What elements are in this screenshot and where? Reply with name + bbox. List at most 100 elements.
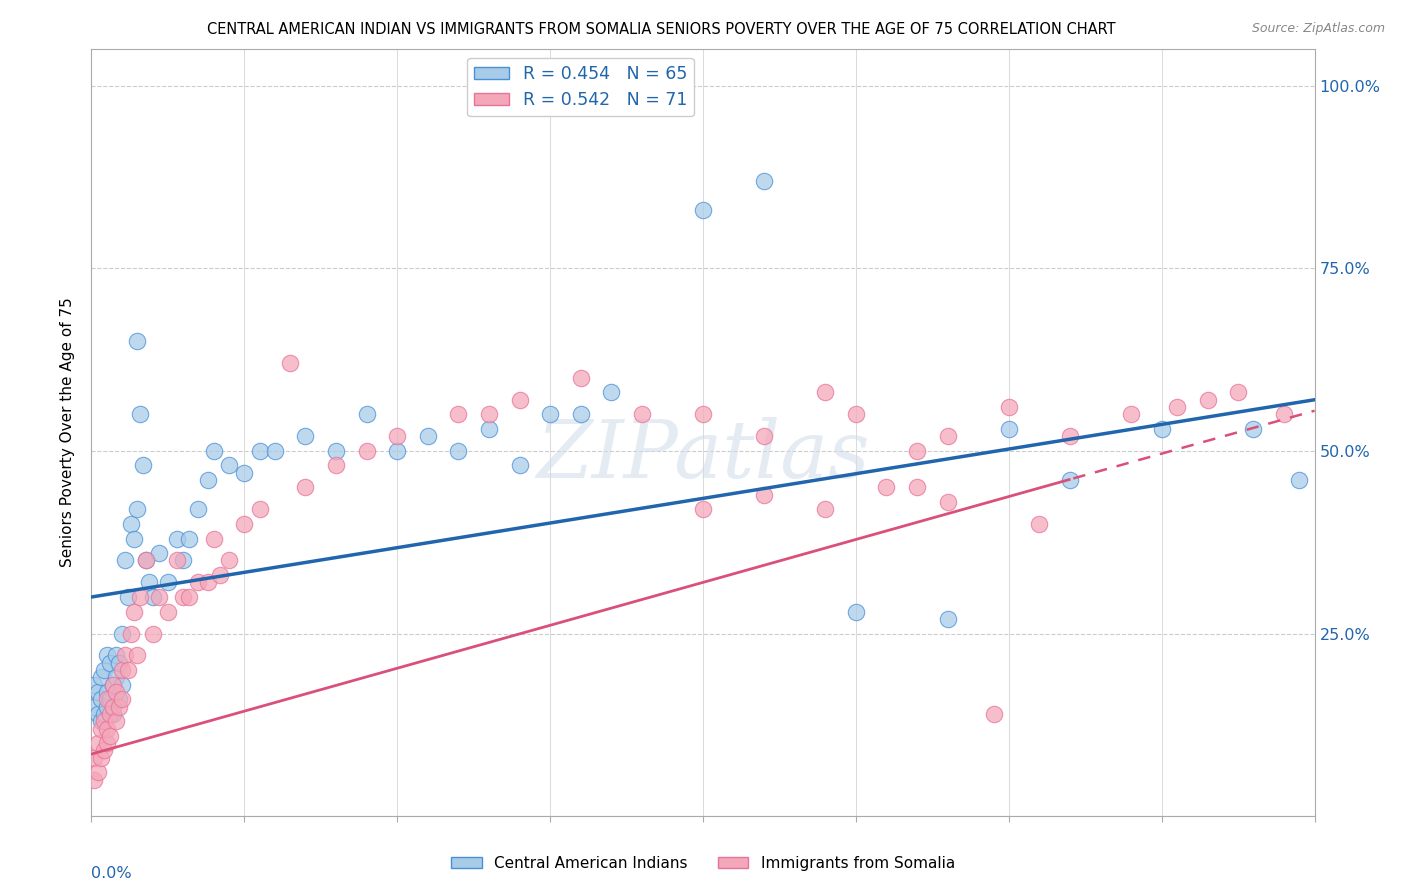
Point [98, 706, 121, 721]
Point [108, 656, 131, 670]
Point [356, 443, 378, 458]
Point [93, 714, 115, 729]
Point [120, 626, 142, 640]
Point [93, 706, 115, 721]
Point [692, 408, 714, 422]
Point [905, 443, 928, 458]
Point [114, 648, 136, 663]
Point [692, 202, 714, 217]
Point [117, 590, 139, 604]
Point [90, 670, 112, 684]
Point [631, 408, 654, 422]
Point [208, 568, 231, 582]
Point [385, 429, 409, 443]
Point [122, 532, 145, 546]
Point [197, 575, 219, 590]
Point [179, 590, 201, 604]
Point [249, 443, 271, 458]
Point [1059, 429, 1081, 443]
Point [122, 605, 145, 619]
Point [187, 502, 209, 516]
Point [141, 590, 163, 604]
Point [108, 699, 131, 714]
Point [108, 692, 131, 706]
Point [875, 480, 898, 494]
Point [416, 429, 439, 443]
Point [96, 736, 118, 750]
Point [1197, 392, 1219, 407]
Point [90, 750, 112, 764]
Point [90, 692, 112, 706]
Point [1028, 516, 1050, 531]
Point [478, 408, 501, 422]
Point [104, 685, 127, 699]
Point [218, 458, 240, 473]
Point [814, 502, 837, 516]
Point [127, 648, 149, 663]
Point [356, 408, 378, 422]
Point [166, 532, 188, 546]
Point [1243, 422, 1265, 436]
Point [187, 575, 209, 590]
Point [129, 590, 152, 604]
Point [447, 443, 470, 458]
Point [101, 699, 124, 714]
Text: ZIPatlas: ZIPatlas [536, 417, 870, 494]
Point [127, 334, 149, 349]
Point [104, 648, 127, 663]
Point [148, 590, 170, 604]
Point [93, 743, 115, 757]
Point [135, 553, 157, 567]
Point [936, 429, 959, 443]
Point [692, 502, 714, 516]
Point [509, 392, 531, 407]
Point [233, 516, 256, 531]
Legend: Central American Indians, Immigrants from Somalia: Central American Indians, Immigrants fro… [444, 850, 962, 877]
Point [600, 385, 623, 400]
Point [325, 458, 347, 473]
Point [104, 714, 127, 729]
Point [294, 429, 316, 443]
Point [111, 663, 134, 677]
Point [166, 553, 188, 567]
Point [1166, 400, 1188, 414]
Point [132, 458, 155, 473]
Point [197, 473, 219, 487]
Point [754, 429, 776, 443]
Point [104, 670, 127, 684]
Point [138, 575, 160, 590]
Point [905, 480, 928, 494]
Point [998, 422, 1021, 436]
Point [83, 699, 105, 714]
Point [202, 532, 225, 546]
Point [96, 692, 118, 706]
Point [148, 546, 170, 560]
Point [98, 729, 121, 743]
Point [96, 685, 118, 699]
Point [111, 692, 134, 706]
Point [264, 443, 287, 458]
Point [156, 605, 179, 619]
Point [754, 173, 776, 187]
Point [83, 772, 105, 787]
Point [249, 502, 271, 516]
Text: 0.0%: 0.0% [91, 865, 132, 880]
Y-axis label: Seniors Poverty Over the Age of 75: Seniors Poverty Over the Age of 75 [60, 298, 76, 567]
Point [447, 408, 470, 422]
Point [114, 553, 136, 567]
Point [101, 678, 124, 692]
Point [93, 663, 115, 677]
Text: Source: ZipAtlas.com: Source: ZipAtlas.com [1251, 22, 1385, 36]
Point [135, 553, 157, 567]
Point [101, 706, 124, 721]
Point [111, 626, 134, 640]
Point [936, 612, 959, 626]
Point [569, 371, 592, 385]
Point [509, 458, 531, 473]
Point [233, 466, 256, 480]
Point [814, 385, 837, 400]
Point [86, 685, 108, 699]
Point [156, 575, 179, 590]
Point [129, 408, 152, 422]
Point [172, 553, 194, 567]
